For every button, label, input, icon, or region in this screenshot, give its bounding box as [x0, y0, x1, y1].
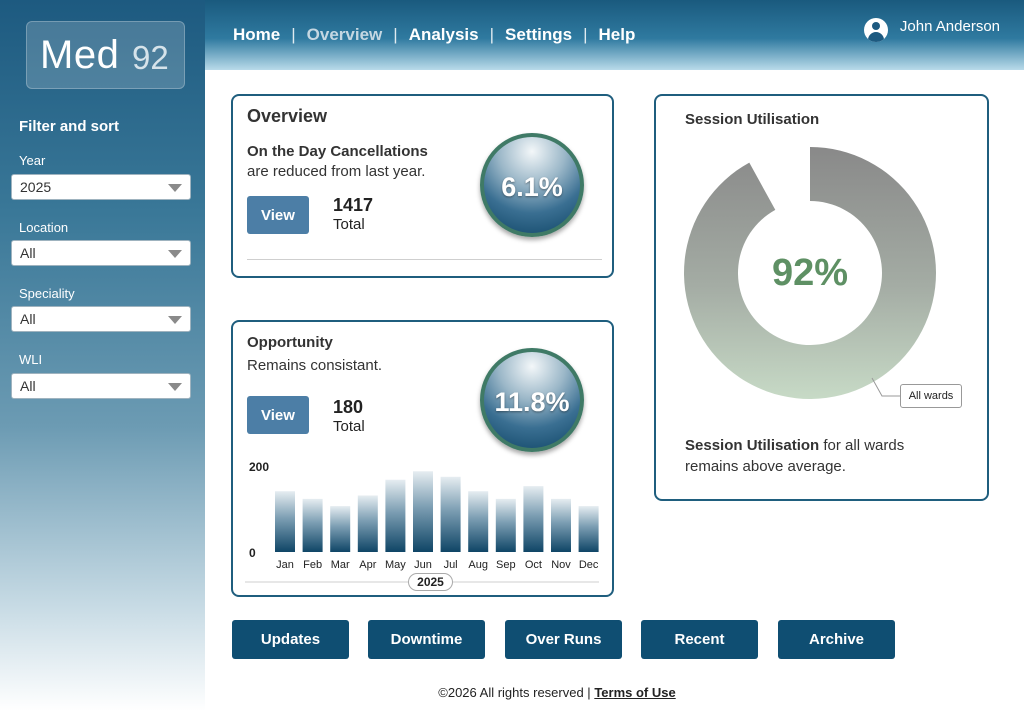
opportunity-total-value: 180 — [333, 397, 364, 417]
speciality-label: Speciality — [19, 286, 75, 301]
overview-view-button[interactable]: View — [247, 196, 309, 234]
bar-sep[interactable] — [495, 498, 516, 552]
overview-percent-circle: 6.1% — [480, 133, 584, 237]
x-tick-label: Jun — [414, 559, 432, 571]
overview-desc: are reduced from last year. — [247, 163, 426, 180]
wli-select[interactable]: All — [11, 373, 191, 399]
session-title: Session Utilisation — [685, 111, 820, 128]
opportunity-percent: 11.8% — [494, 387, 570, 417]
y-tick-label: 0 — [249, 546, 256, 560]
opportunity-total-label: Total — [333, 418, 365, 435]
downtime-button[interactable]: Downtime — [368, 620, 485, 659]
year-label: Year — [19, 153, 46, 168]
y-tick-label: 200 — [249, 460, 269, 474]
donut-callout-label: All wards — [900, 384, 962, 408]
footer-copyright: ©2026 All rights reserved | — [438, 685, 595, 700]
opportunity-percent-circle: 11.8% — [480, 348, 584, 452]
overview-title: Overview — [247, 106, 328, 126]
bar-dec[interactable] — [578, 506, 599, 552]
nav-separator: | — [583, 25, 588, 44]
x-tick-label: Mar — [331, 559, 350, 571]
chart-year-label: 2025 — [408, 573, 453, 591]
nav-help[interactable]: Help — [598, 25, 636, 44]
chevron-down-icon — [168, 184, 182, 192]
location-select[interactable]: All — [11, 240, 191, 266]
overview-percent: 6.1% — [501, 172, 563, 202]
nav-settings[interactable]: Settings — [505, 25, 573, 44]
bar-feb[interactable] — [302, 498, 323, 552]
bar-jun[interactable] — [413, 471, 433, 552]
callout-line — [871, 377, 900, 397]
x-tick-label: Apr — [359, 559, 376, 571]
speciality-value: All — [20, 311, 36, 327]
bar-oct[interactable] — [523, 486, 544, 552]
wli-label: WLI — [19, 352, 43, 367]
session-note-bold: Session Utilisation — [685, 437, 820, 454]
x-tick-label: Jul — [444, 559, 458, 571]
session-note: Session Utilisation for all wards — [685, 437, 904, 454]
donut-center-label: 92% — [772, 252, 848, 294]
recent-button[interactable]: Recent — [641, 620, 758, 659]
speciality-select[interactable]: All — [11, 306, 191, 332]
donut-slice-utilised[interactable] — [684, 147, 936, 399]
user-menu[interactable]: John Anderson — [863, 18, 1000, 42]
session-note-line2: remains above average. — [685, 458, 846, 475]
overview-total-label: Total — [333, 216, 365, 233]
main-nav: Home | Overview | Analysis | Settings | Help — [233, 25, 635, 45]
top-bar: Home | Overview | Analysis | Settings | Help Joh… — [205, 0, 1024, 70]
chevron-down-icon — [168, 250, 182, 258]
over-runs-button[interactable]: Over Runs — [505, 620, 622, 659]
bar-aug[interactable] — [468, 491, 489, 552]
wli-value: All — [20, 378, 36, 394]
terms-of-use-link[interactable]: Terms of Use — [594, 685, 676, 700]
sidebar: Med 92 Filter and sort Year 2025 Locatio… — [0, 0, 205, 711]
nav-analysis[interactable]: Analysis — [408, 25, 479, 44]
user-avatar-icon — [863, 18, 888, 42]
bar-nov[interactable] — [551, 498, 571, 552]
filter-title: Filter and sort — [19, 118, 120, 135]
x-tick-label: Dec — [579, 559, 599, 571]
nav-overview[interactable]: Overview — [306, 25, 383, 44]
bar-jul[interactable] — [440, 476, 461, 552]
x-tick-label: Sep — [496, 559, 516, 571]
x-tick-label: Feb — [303, 559, 322, 571]
location-label: Location — [19, 220, 69, 235]
monthly-bar-chart: 200 0 Jan Feb Mar Apr May Jun Jul Aug Sep Oct Nov D… — [245, 460, 599, 583]
overview-subtitle: On the Day Cancellations — [247, 143, 428, 160]
opportunity-title: Opportunity — [247, 334, 333, 351]
x-tick-label: Jan — [276, 559, 294, 571]
session-donut-chart: 92% — [684, 147, 936, 399]
logo-brand: Med — [40, 33, 120, 77]
nav-separator: | — [393, 25, 398, 44]
bar-jan[interactable] — [275, 491, 295, 552]
year-select[interactable]: 2025 — [11, 174, 191, 200]
chevron-down-icon — [168, 316, 182, 324]
overview-total-value: 1417 — [333, 195, 374, 215]
logo-number: 92 — [132, 39, 169, 76]
logo[interactable]: Med 92 — [26, 21, 185, 89]
bar-mar[interactable] — [330, 506, 351, 552]
location-value: All — [20, 245, 36, 261]
nav-separator: | — [291, 25, 296, 44]
user-name: John Anderson — [899, 18, 1000, 35]
bar-apr[interactable] — [357, 495, 378, 552]
x-tick-label: May — [385, 559, 406, 571]
opportunity-desc: Remains consistant. — [247, 357, 383, 374]
opportunity-view-button[interactable]: View — [247, 396, 309, 434]
x-tick-label: Aug — [468, 559, 488, 571]
archive-button[interactable]: Archive — [778, 620, 895, 659]
year-value: 2025 — [20, 179, 52, 195]
divider — [247, 259, 602, 260]
overview-card: Overview On the Day Cancellations are re… — [231, 94, 614, 278]
nav-separator: | — [489, 25, 495, 44]
footer: ©2026 All rights reserved | Terms of Use — [0, 685, 1024, 700]
x-tick-label: Nov — [551, 559, 571, 571]
x-tick-label: Oct — [525, 559, 542, 571]
chevron-down-icon — [168, 383, 182, 391]
nav-home[interactable]: Home — [233, 25, 281, 44]
session-note-rest: for all wards — [819, 437, 905, 454]
updates-button[interactable]: Updates — [232, 620, 349, 659]
bar-may[interactable] — [385, 479, 406, 552]
